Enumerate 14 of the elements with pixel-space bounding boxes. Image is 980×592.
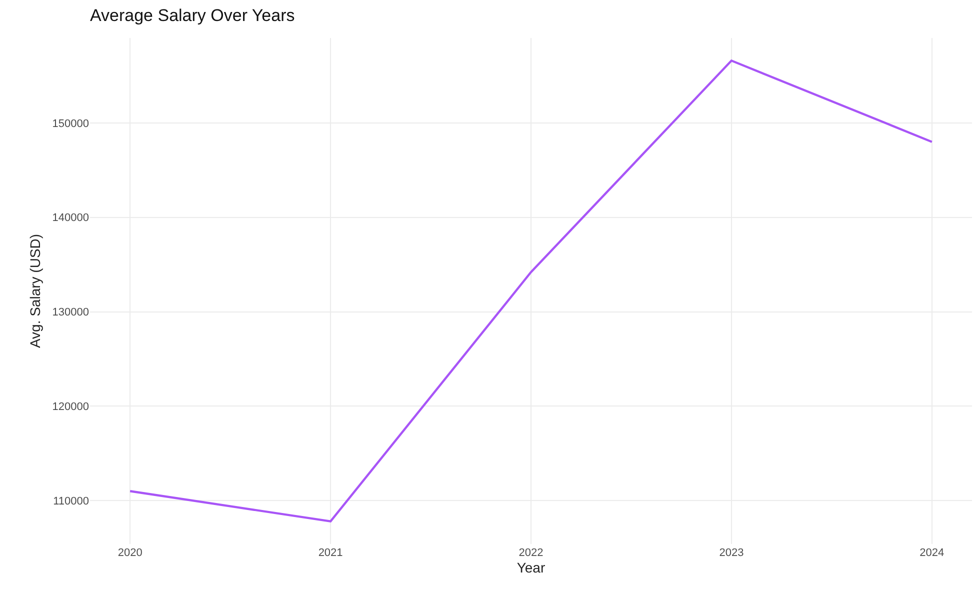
y-axis-title: Avg. Salary (USD) (26, 234, 43, 348)
x-tick-label: 2023 (719, 547, 744, 559)
x-tick-label: 2021 (318, 547, 343, 559)
y-tick-label: 120000 (52, 401, 89, 414)
x-tick-label: 2022 (518, 547, 544, 559)
y-tick-label: 140000 (52, 212, 89, 224)
x-tick-label: 2024 (920, 547, 944, 559)
x-axis-title: Year (516, 559, 546, 576)
y-tick-label: 110000 (53, 495, 89, 508)
x-tick-label: 2020 (118, 547, 142, 559)
line-series (128, 60, 934, 522)
y-tick-label: 150000 (52, 118, 89, 130)
y-tick-label: 130000 (52, 306, 89, 319)
chart-title: Average Salary Over Years (90, 6, 295, 25)
